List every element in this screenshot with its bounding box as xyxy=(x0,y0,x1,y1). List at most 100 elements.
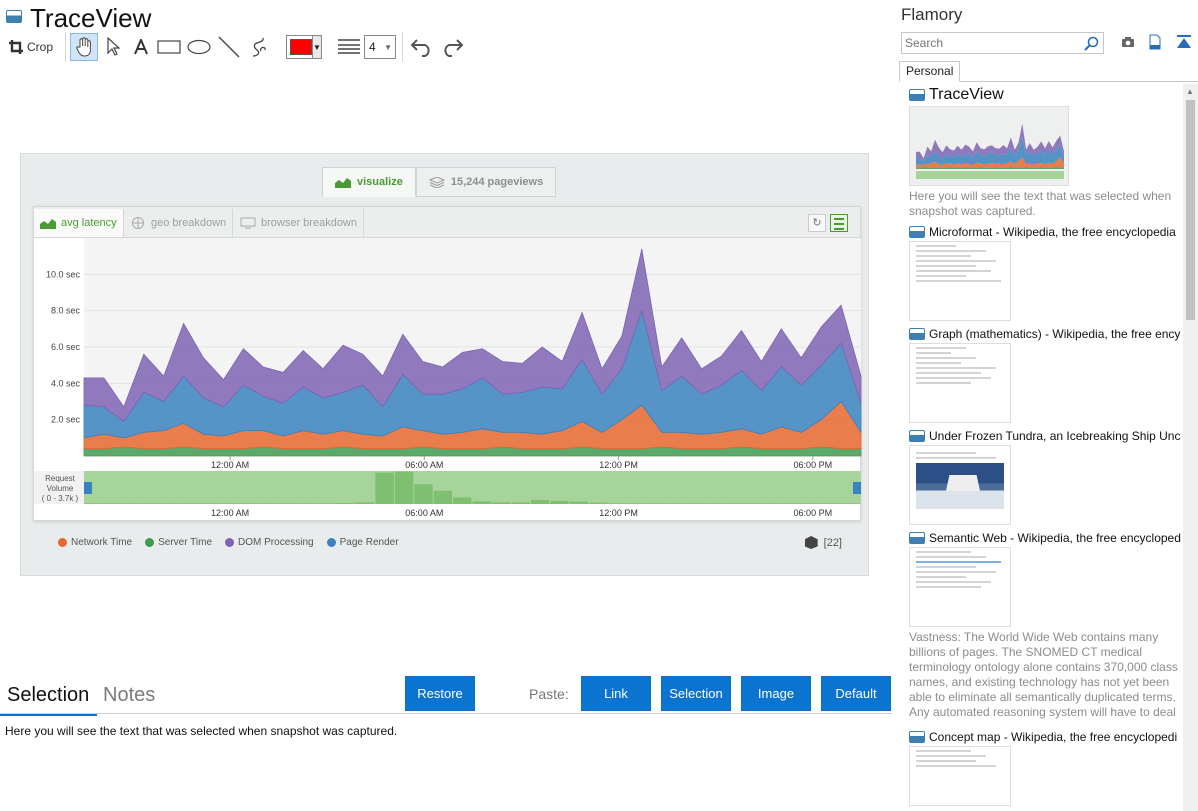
search-icon[interactable] xyxy=(1084,36,1099,51)
thumbnail-series-area xyxy=(916,123,1064,162)
sidebar-tabs: Personal xyxy=(899,61,1198,82)
legend-network-time[interactable]: Network Time xyxy=(58,537,132,548)
annotation-toolbar: Crop ▼ 4 ▼ xyxy=(4,32,467,62)
y-tick-label: 8.0 sec xyxy=(51,306,81,316)
scrollbar-thumb[interactable] xyxy=(1186,100,1195,320)
tab-avg-latency[interactable]: avg latency xyxy=(34,209,124,237)
restore-button[interactable]: Restore xyxy=(405,676,475,711)
width-selector[interactable]: 4 ▼ xyxy=(364,35,397,59)
line-tool[interactable] xyxy=(214,33,244,61)
legend-dot xyxy=(326,538,336,547)
volume-bar xyxy=(453,497,472,504)
feed-entry-header: TraceView xyxy=(909,86,1181,104)
y-tick-label: 10.0 sec xyxy=(46,269,81,279)
width-value: 4 xyxy=(369,40,376,54)
tab-personal[interactable]: Personal xyxy=(899,61,961,82)
volume-bar xyxy=(278,503,297,504)
bottom-tabs: Selection Notes xyxy=(0,680,892,716)
paste-selection-button[interactable]: Selection xyxy=(661,676,731,711)
volume-bar xyxy=(142,503,161,504)
camera-icon[interactable] xyxy=(1121,36,1135,48)
volume-bar xyxy=(297,503,317,504)
volume-bar xyxy=(647,503,666,504)
feed-entry-header: Under Frozen Tundra, an Icebreaking Ship… xyxy=(909,429,1181,443)
cube-icon xyxy=(804,536,818,549)
collapse-icon[interactable] xyxy=(1176,35,1192,49)
volume-label: ( 0 - 3.7k ) xyxy=(42,494,79,503)
feed-entry[interactable]: Semantic Web - Wikipedia, the free encyc… xyxy=(909,531,1181,722)
volume-bar xyxy=(219,503,239,504)
x-tick-label: 12:00 PM xyxy=(599,508,638,518)
volume-label: Volume xyxy=(47,484,74,493)
tab-geo-breakdown[interactable]: geo breakdown xyxy=(124,209,234,237)
feed-entry-title: Semantic Web - Wikipedia, the free encyc… xyxy=(929,531,1181,545)
trace-count[interactable]: [22] xyxy=(804,536,842,549)
feed-entry[interactable]: Concept map - Wikipedia, the free encycl… xyxy=(909,730,1181,806)
sidebar-scrollbar[interactable]: ▲ xyxy=(1183,84,1198,811)
chevron-down-icon: ▼ xyxy=(384,42,393,52)
feed-entry-excerpt: Vastness: The World Wide Web contains ma… xyxy=(909,630,1178,722)
legend-label: Network Time xyxy=(71,537,133,548)
tab-pageviews[interactable]: 15,244 pageviews xyxy=(415,167,557,197)
legend-server-time[interactable]: Server Time xyxy=(145,537,212,548)
legend-page-render[interactable]: Page Render xyxy=(326,537,399,548)
crop-button[interactable]: Crop xyxy=(4,33,57,61)
search-box xyxy=(901,32,1104,54)
text-tool[interactable] xyxy=(128,33,154,61)
x-tick-label: 06:00 AM xyxy=(405,460,443,470)
scroll-up-icon[interactable]: ▲ xyxy=(1186,87,1194,96)
volume-bar xyxy=(317,503,336,504)
legend-dot xyxy=(145,538,155,547)
color-picker[interactable]: ▼ xyxy=(286,35,323,59)
feed-entry-title: Microformat - Wikipedia, the free encycl… xyxy=(929,225,1176,239)
volume-bar xyxy=(822,503,841,504)
volume-bar xyxy=(763,503,783,504)
pointer-tool[interactable] xyxy=(98,33,128,61)
tab-pageviews-label: 15,244 pageviews xyxy=(450,176,544,188)
freehand-tool[interactable] xyxy=(244,33,274,61)
globe-icon xyxy=(132,217,144,229)
volume-bar xyxy=(355,502,375,504)
feed-entry-header: Microformat - Wikipedia, the free encycl… xyxy=(909,225,1181,239)
thumbnail-chart xyxy=(916,123,1064,179)
rectangle-tool[interactable] xyxy=(154,33,184,61)
line-style-button[interactable] xyxy=(334,33,364,61)
volume-bar xyxy=(394,471,414,504)
tab-geo-breakdown-label: geo breakdown xyxy=(151,217,227,229)
thumbnail-series-area xyxy=(916,157,1064,168)
search-input[interactable] xyxy=(905,36,1085,50)
tab-selection[interactable]: Selection xyxy=(0,684,98,716)
feed-entry[interactable]: Under Frozen Tundra, an Icebreaking Ship… xyxy=(909,429,1181,525)
paste-image-button[interactable]: Image xyxy=(741,676,811,711)
document-icon[interactable] xyxy=(1149,34,1161,50)
feed-entry-thumbnail xyxy=(909,547,1011,627)
sidebar-title: Flamory xyxy=(901,5,963,24)
volume-bar xyxy=(103,503,122,504)
feed-entry[interactable]: TraceView Here you will see the text tha… xyxy=(909,86,1181,219)
latency-chart: 10.0 sec 8.0 sec 6.0 sec 4.0 sec 2.0 sec 12:0… xyxy=(34,238,862,518)
legend-dom-processing[interactable]: DOM Processing xyxy=(225,537,314,548)
thumbnail-volume-band xyxy=(916,171,1064,179)
volume-bar xyxy=(375,472,394,504)
redo-button[interactable] xyxy=(437,33,467,61)
feed-entry[interactable]: Microformat - Wikipedia, the free encycl… xyxy=(909,225,1181,321)
toolbar-divider xyxy=(402,32,404,62)
tab-notes[interactable]: Notes xyxy=(103,684,156,706)
refresh-icon[interactable]: ↻ xyxy=(808,214,826,232)
crop-icon xyxy=(9,40,23,54)
tab-browser-breakdown[interactable]: browser breakdown xyxy=(234,209,364,237)
latency-panel: avg latency geo breakdown browser breakd… xyxy=(33,206,862,521)
feed-entry-title: Graph (mathematics) - Wikipedia, the fre… xyxy=(929,327,1181,341)
paste-link-button[interactable]: Link xyxy=(581,676,651,711)
hand-tool[interactable] xyxy=(70,33,99,61)
tab-visualize[interactable]: visualize xyxy=(322,167,416,197)
ellipse-tool[interactable] xyxy=(184,33,214,61)
volume-label: Request xyxy=(45,474,76,483)
text-icon xyxy=(134,39,148,55)
feed-entry[interactable]: Graph (mathematics) - Wikipedia, the fre… xyxy=(909,327,1181,423)
list-icon[interactable] xyxy=(830,214,848,232)
paste-default-button[interactable]: Default xyxy=(821,676,891,711)
undo-button[interactable] xyxy=(407,33,437,61)
feed-entry-excerpt: Here you will see the text that was sele… xyxy=(909,189,1172,218)
thumbnail-series-area xyxy=(916,167,1064,169)
